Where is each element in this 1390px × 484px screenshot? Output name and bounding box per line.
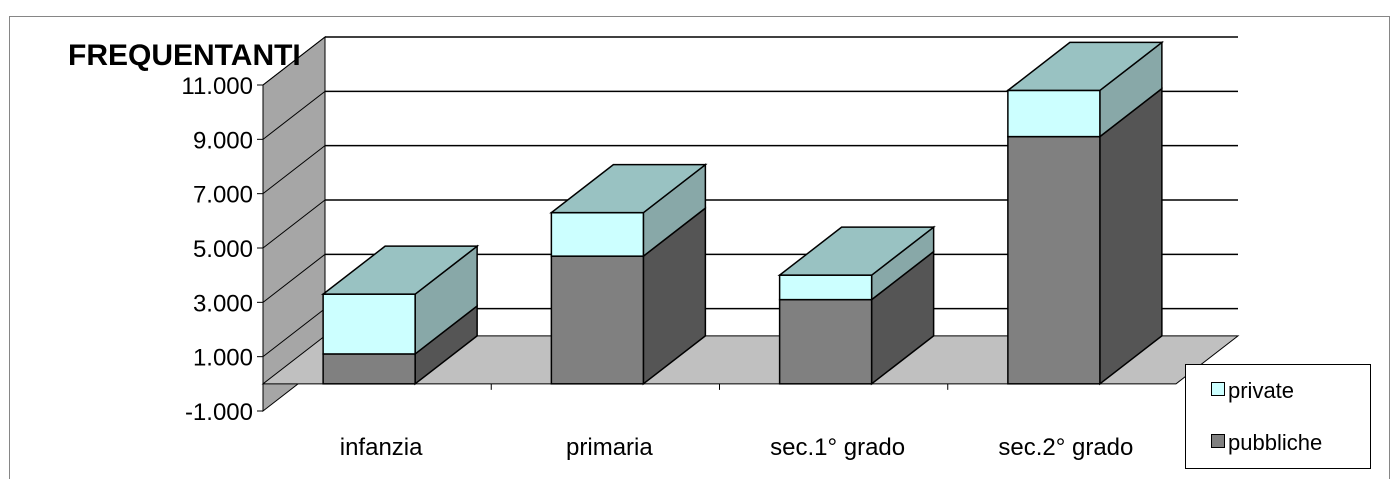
gridline-side	[262, 90, 326, 140]
bar-top	[320, 245, 480, 295]
bars	[320, 40, 1165, 386]
bar-front	[778, 274, 873, 301]
gridline-side	[262, 145, 326, 195]
bar-front	[1007, 135, 1101, 385]
gridline-side	[262, 199, 326, 249]
bar-segment-private	[550, 163, 707, 258]
bar-segment-pubbliche	[322, 304, 478, 386]
y-tick-label: 5.000	[193, 236, 253, 263]
bar-segment-private	[322, 244, 478, 356]
chart-title: FREQUENTANTI	[68, 39, 301, 72]
bar-segment-private	[1007, 40, 1163, 139]
x-tick-label: infanzia	[340, 434, 423, 461]
x-tick-label: primaria	[566, 434, 653, 461]
legend-label: private	[1228, 378, 1294, 403]
legend: private pubbliche	[1185, 364, 1371, 469]
legend-label: pubbliche	[1228, 430, 1322, 455]
bar-top	[549, 163, 708, 214]
bar-segment-pubbliche	[1007, 87, 1163, 386]
bar-top	[1005, 41, 1165, 92]
legend-box	[1185, 364, 1371, 469]
y-tick-labels: -1.000 1.000 3.000 5.000 7.000 9.000 11.000	[181, 73, 264, 426]
gridline-side	[262, 36, 326, 86]
bar-segment-pubbliche	[778, 250, 935, 386]
y-tick-label: 1.000	[193, 345, 253, 372]
legend-swatch	[1211, 434, 1225, 448]
x-tick-label: sec.2° grado	[998, 434, 1133, 461]
bar-front	[550, 211, 645, 257]
y-tick-label: 7.000	[193, 182, 253, 209]
y-tick-label: 3.000	[193, 290, 253, 317]
bar-front	[322, 353, 416, 385]
bar-segment-pubbliche	[550, 206, 707, 386]
bar-side	[1099, 87, 1163, 386]
bar-top	[777, 226, 936, 276]
gridline-side	[262, 308, 326, 358]
gridline-side	[262, 253, 326, 303]
x-tick-label: sec.1° grado	[770, 434, 905, 461]
bar-front	[1007, 89, 1101, 138]
x-tick-labels: infanzia primaria sec.1° grado sec.2° grado	[340, 383, 1133, 461]
bar-front	[778, 298, 873, 385]
y-tick-label: 9.000	[193, 127, 253, 154]
y-tick-label: -1.000	[185, 399, 253, 426]
bar-front	[322, 293, 416, 355]
bar-front	[550, 255, 645, 385]
y-tick-label: 11.000	[181, 73, 253, 100]
legend-swatch	[1211, 382, 1225, 396]
